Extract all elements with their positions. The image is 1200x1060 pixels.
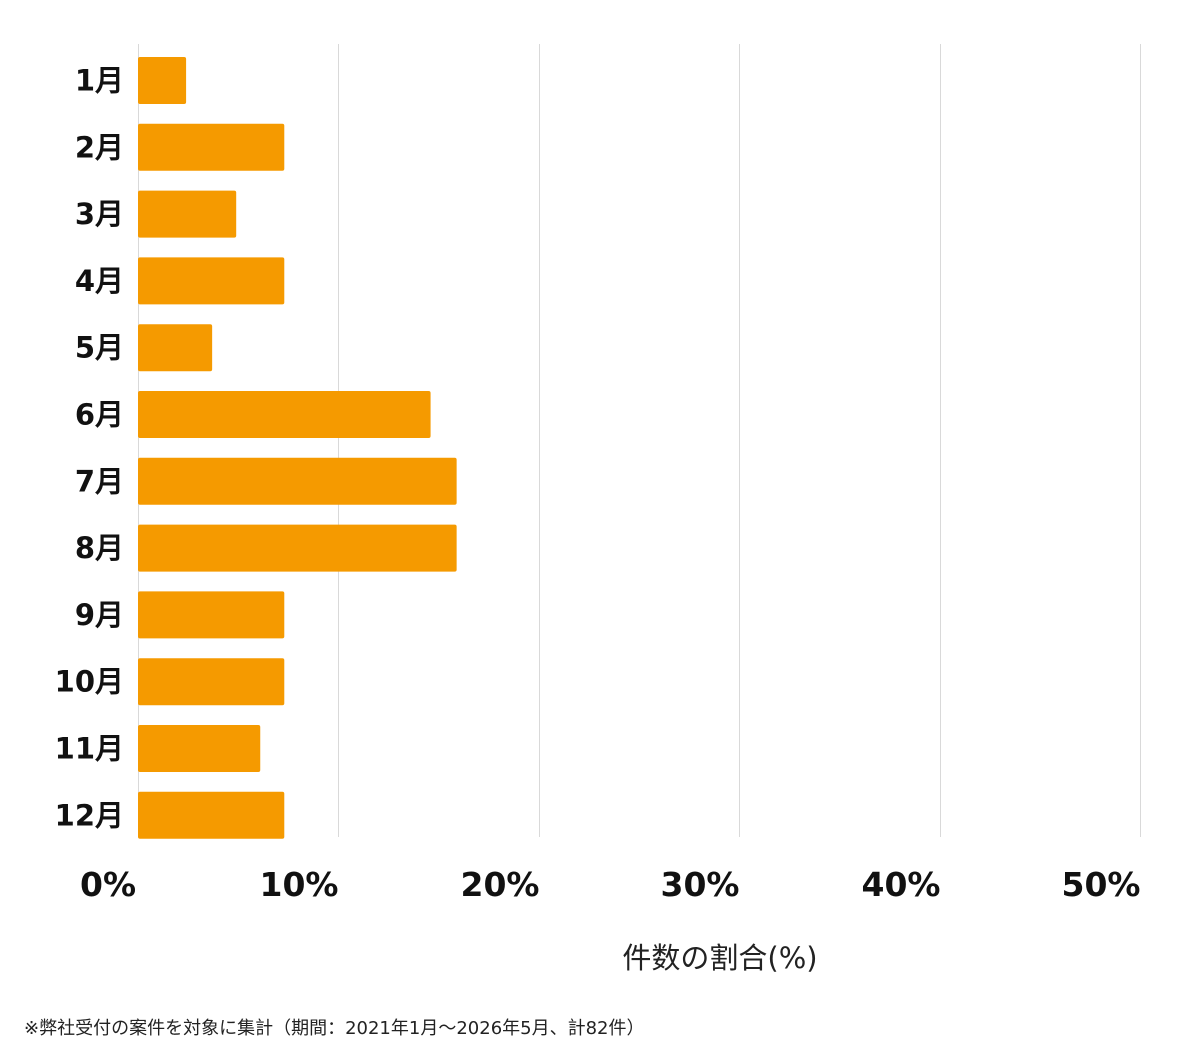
category-label: 2月 [75,130,124,164]
bar [138,391,431,438]
category-label: 11月 [55,732,124,766]
x-tick-label: 50% [1062,865,1141,904]
bars [138,57,457,839]
bar [138,257,285,305]
gridlines [138,44,1141,837]
category-label: 4月 [75,264,124,298]
bar [138,658,285,706]
category-label: 8月 [75,531,124,565]
x-tick-label: 40% [862,865,941,904]
bar [138,457,457,505]
bar [138,57,187,104]
bar [138,190,237,238]
x-tick-label: 30% [661,865,740,904]
category-label: 3月 [75,197,124,231]
x-tick-label: 10% [260,865,339,904]
category-label: 12月 [55,798,124,832]
bar [138,123,285,171]
category-label: 6月 [75,398,124,432]
bar [138,591,285,639]
bar [138,324,213,372]
category-label: 7月 [75,464,124,498]
bar [138,524,457,572]
x-tick-labels: 0% 10% 20% 30% 40% 50% [80,865,1141,904]
category-labels: 1月 2月 3月 4月 5月 6月 7月 8月 9月 10月 11月 12月 [55,64,124,833]
category-label: 10月 [55,665,124,699]
x-tick-label: 0% [80,865,136,904]
footnote: ※弊社受付の案件を対象に集計（期間：2021年1月〜2026年5月、計82件） [24,1018,645,1039]
category-label: 1月 [75,64,124,98]
bar-chart: 1月 2月 3月 4月 5月 6月 7月 8月 9月 10月 11月 12月 0% 10% 20% 30% 4… [55,44,1141,975]
x-tick-label: 20% [461,865,540,904]
category-label: 9月 [75,598,124,632]
bar [138,725,261,772]
bar [138,791,285,839]
category-label: 5月 [75,331,124,365]
x-axis-title: 件数の割合(%) [622,941,817,975]
